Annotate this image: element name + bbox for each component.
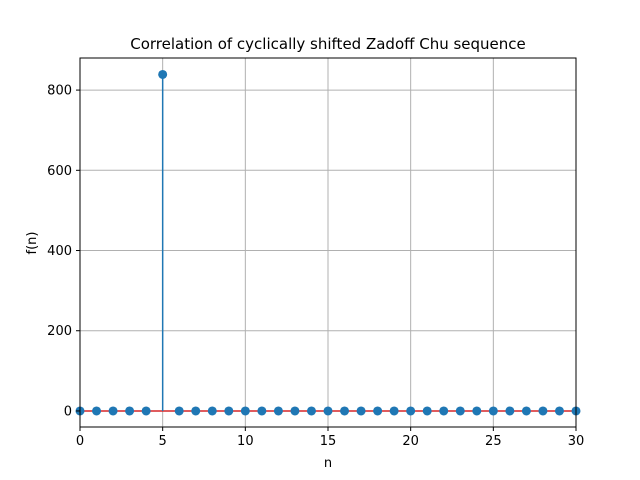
stem-marker bbox=[108, 406, 118, 416]
y-tick-label: 0 bbox=[64, 404, 72, 419]
x-tick-label: 10 bbox=[237, 434, 254, 449]
stem-marker bbox=[389, 406, 399, 416]
x-tick-label: 5 bbox=[159, 434, 167, 449]
stem-marker bbox=[439, 406, 449, 416]
y-tick-label: 200 bbox=[47, 324, 72, 339]
chart-title: Correlation of cyclically shifted Zadoff… bbox=[130, 35, 526, 53]
y-tick-label: 800 bbox=[47, 84, 72, 99]
stem-marker bbox=[174, 406, 184, 416]
stem-marker bbox=[488, 406, 498, 416]
stem-marker bbox=[538, 406, 548, 416]
stem-marker bbox=[273, 406, 283, 416]
stem-marker bbox=[356, 406, 366, 416]
grid-lines bbox=[79, 58, 577, 427]
stem-marker bbox=[406, 406, 416, 416]
stem-marker bbox=[306, 406, 316, 416]
x-tick-label: 0 bbox=[76, 434, 84, 449]
stem-marker bbox=[472, 406, 482, 416]
stem-marker bbox=[373, 406, 383, 416]
stem-marker bbox=[257, 406, 267, 416]
stem-marker bbox=[290, 406, 300, 416]
y-tick-label: 600 bbox=[47, 164, 72, 179]
stem-marker bbox=[455, 406, 465, 416]
x-tick-label: 20 bbox=[402, 434, 419, 449]
x-tick-label: 25 bbox=[485, 434, 502, 449]
stem-marker bbox=[323, 406, 333, 416]
stem-marker bbox=[141, 406, 151, 416]
stem-marker bbox=[125, 406, 135, 416]
x-tick-label: 15 bbox=[320, 434, 337, 449]
stem-marker bbox=[554, 406, 564, 416]
y-tick-label: 400 bbox=[47, 244, 72, 259]
stem-marker bbox=[224, 406, 234, 416]
stem-marker bbox=[158, 69, 168, 79]
stem-marker bbox=[422, 406, 432, 416]
stem-marker bbox=[521, 406, 531, 416]
stem-marker bbox=[207, 406, 217, 416]
x-axis-ticks: 0 5 10 15 20 25 30 bbox=[76, 427, 584, 449]
stem-marker bbox=[340, 406, 350, 416]
stem-marker bbox=[92, 406, 102, 416]
x-axis-label: n bbox=[324, 456, 332, 471]
stem-marker bbox=[240, 406, 250, 416]
stem-marker bbox=[505, 406, 515, 416]
y-axis-label: f(n) bbox=[25, 232, 40, 255]
markers bbox=[75, 69, 581, 416]
stem-marker bbox=[191, 406, 201, 416]
y-axis-ticks: 0 200 400 600 800 bbox=[47, 84, 80, 419]
x-tick-label: 30 bbox=[568, 434, 585, 449]
